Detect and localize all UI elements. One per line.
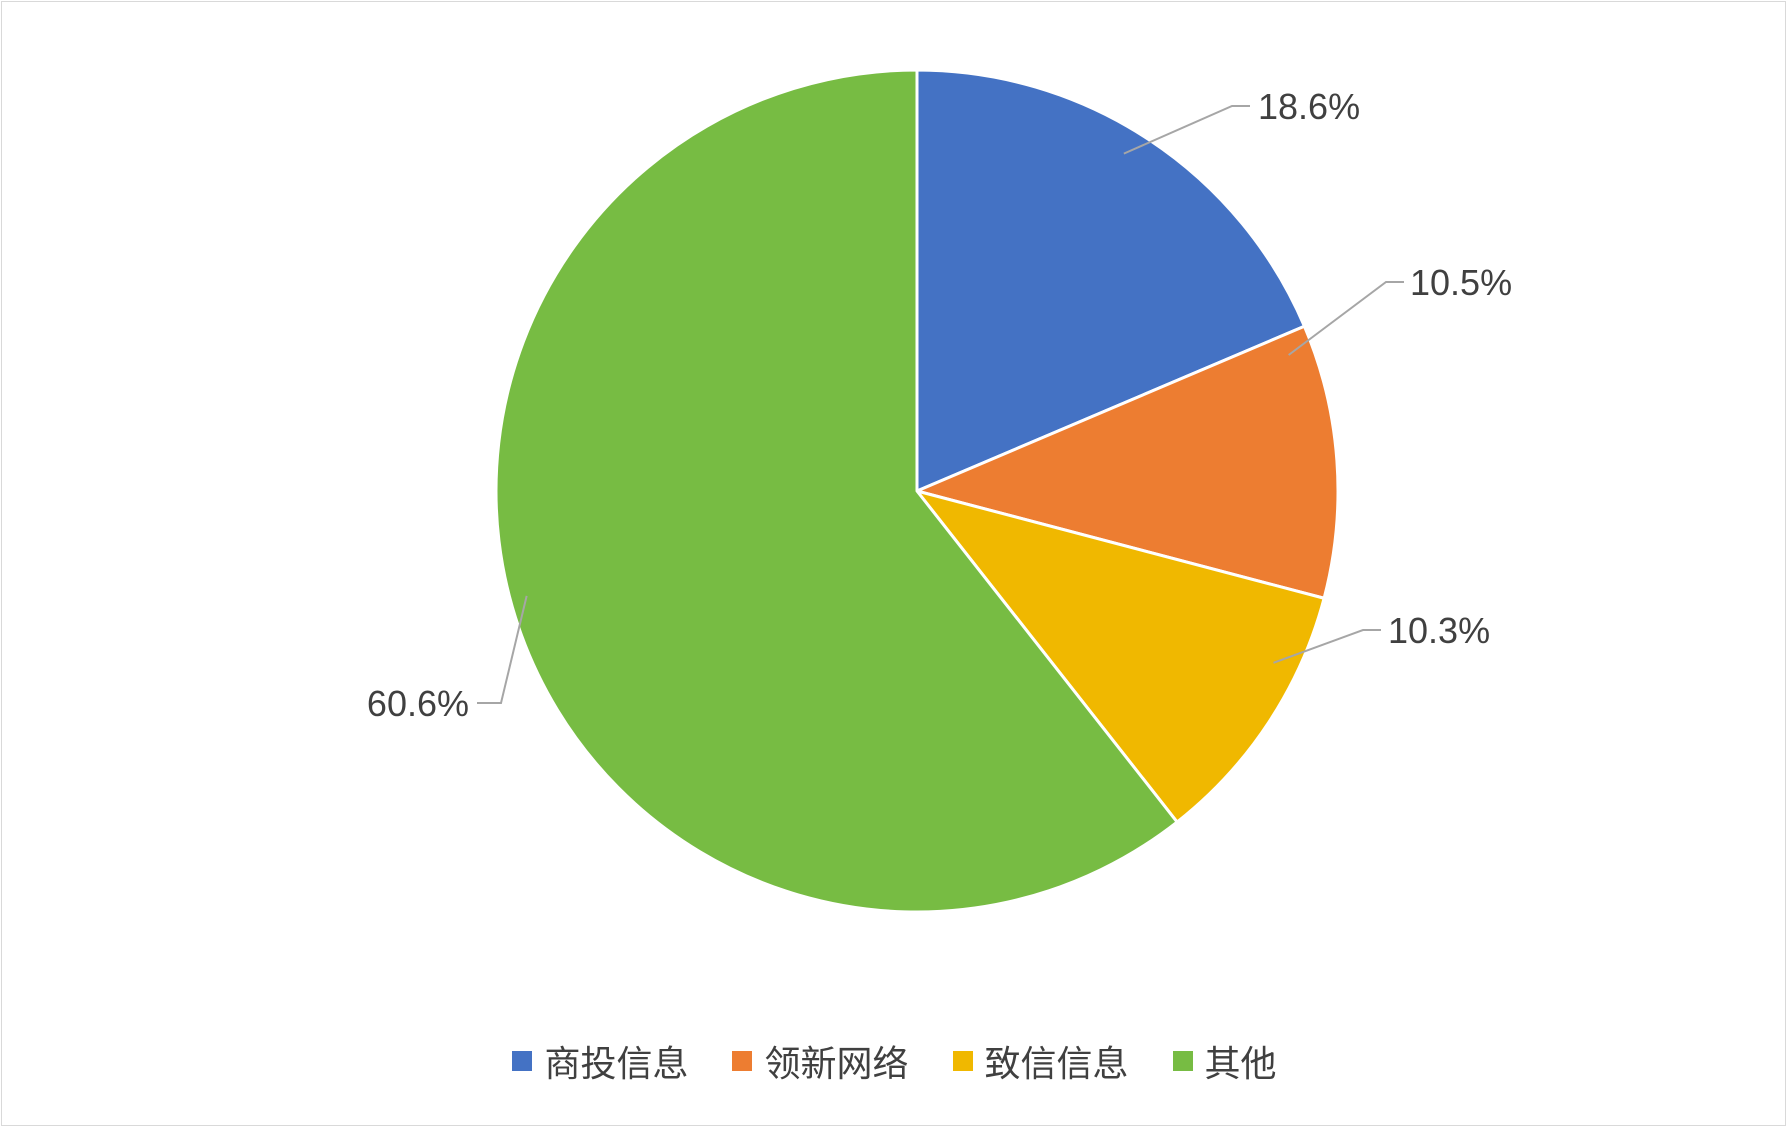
legend-item-shangtou[interactable]: 商投信息 — [512, 1035, 688, 1087]
pie-slice-1[interactable] — [915, 68, 1306, 493]
pie-slice-3[interactable] — [915, 489, 1326, 824]
legend: 商投信息 领新网络 致信信息 其他 — [0, 1035, 1789, 1087]
leader-line-2 — [1288, 281, 1404, 356]
leader-line-4 — [477, 595, 528, 704]
legend-label: 致信信息 — [984, 1044, 1129, 1085]
data-labels: 18.6% 10.5% 10.3% 60.6% — [367, 86, 1512, 724]
data-label-4: 60.6% — [367, 683, 469, 724]
legend-item-lingxin[interactable]: 领新网络 — [732, 1035, 909, 1087]
data-label-2: 10.5% — [1410, 262, 1512, 303]
pie-slices — [494, 68, 1340, 914]
leader-line-1 — [1123, 105, 1250, 155]
legend-label: 商投信息 — [544, 1044, 689, 1085]
legend-item-zhixin[interactable]: 致信信息 — [952, 1035, 1129, 1087]
data-label-3: 10.3% — [1388, 610, 1490, 651]
legend-item-other[interactable]: 其他 — [1172, 1035, 1277, 1087]
pie-slice-2[interactable] — [915, 324, 1340, 600]
data-label-1: 18.6% — [1258, 86, 1360, 127]
legend-label: 其他 — [1204, 1044, 1277, 1085]
leader-lines — [477, 105, 1404, 704]
legend-swatch — [952, 1051, 973, 1071]
legend-label: 领新网络 — [764, 1044, 909, 1085]
legend-swatch — [512, 1051, 533, 1071]
legend-swatch — [732, 1051, 753, 1071]
leader-line-3 — [1273, 629, 1381, 664]
legend-swatch — [1172, 1051, 1193, 1071]
